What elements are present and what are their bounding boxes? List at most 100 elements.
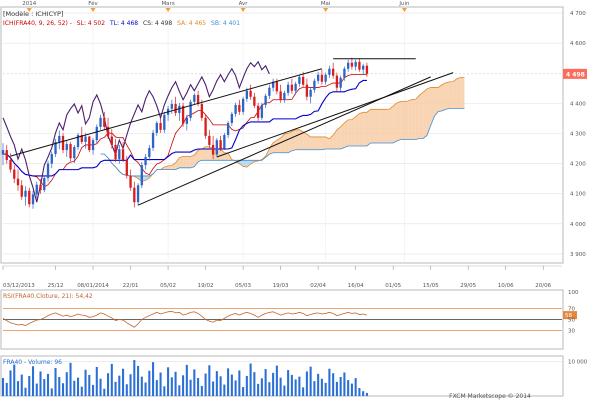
- last-price-label: 4 498: [566, 71, 585, 78]
- volume-bar: [347, 380, 349, 396]
- candle-body: [264, 96, 266, 105]
- volume-bar: [77, 378, 79, 396]
- candle-body: [148, 148, 150, 157]
- indicator-legend: ICH(FRA40, 9, 26, 52) - SL: 4 502 TL: 4 …: [3, 20, 240, 27]
- candle-body: [73, 147, 75, 158]
- y-tick-label: 4 100: [570, 192, 586, 198]
- volume-bar: [115, 382, 117, 396]
- volume-bar: [54, 368, 56, 396]
- candle-body: [133, 188, 135, 202]
- candle-body: [216, 140, 218, 154]
- volume-bar: [280, 378, 282, 396]
- candle-body: [309, 90, 311, 97]
- candle-body: [28, 191, 30, 205]
- candle-body: [189, 102, 191, 118]
- cloud-segment: [311, 137, 315, 150]
- volume-bar: [223, 385, 225, 396]
- candle-body: [332, 69, 334, 76]
- volume-bar: [2, 378, 4, 396]
- cloud-segment: [374, 109, 378, 143]
- volume-bar: [73, 381, 75, 396]
- candle-body: [336, 76, 338, 88]
- cloud-segment: [393, 103, 397, 143]
- cloud-segment: [363, 112, 367, 146]
- volume-bar: [306, 371, 308, 396]
- candle-body: [141, 165, 143, 185]
- candle-body: [39, 185, 41, 190]
- volume-bar: [137, 366, 139, 396]
- candle-body: [152, 133, 154, 148]
- cloud-segment: [356, 114, 360, 146]
- candle-body: [163, 115, 165, 130]
- candle-body: [21, 185, 23, 196]
- candle: [62, 133, 64, 153]
- volume-bar: [92, 385, 94, 396]
- candle-body: [58, 136, 60, 142]
- volume-bar: [208, 365, 210, 396]
- cloud-segment: [386, 109, 390, 143]
- volume-bar: [193, 369, 195, 396]
- candle-body: [324, 75, 326, 82]
- month-label: Fév: [88, 0, 98, 7]
- candle-body: [103, 118, 105, 127]
- candle-body: [362, 66, 364, 70]
- candle-body: [32, 194, 34, 204]
- candle-body: [358, 62, 360, 70]
- volume-bar: [9, 370, 11, 396]
- volume-bar: [272, 373, 274, 396]
- candle-body: [302, 77, 304, 85]
- candle: [204, 115, 206, 139]
- volume-bar: [171, 377, 173, 396]
- date-tick-label: 10/06: [498, 283, 514, 289]
- volume-bar: [340, 377, 342, 396]
- cloud-segment: [378, 109, 382, 143]
- volume-bar: [118, 376, 120, 396]
- date-tick-label: 16/04: [348, 283, 364, 289]
- candle-body: [84, 137, 86, 142]
- month-label: 2014: [22, 1, 36, 7]
- volume-bar: [253, 372, 255, 396]
- cloud-segment: [401, 101, 405, 139]
- y-tick-label: 4 400: [570, 101, 586, 107]
- volume-bar: [182, 375, 184, 396]
- y-tick-label: 4 600: [570, 41, 586, 47]
- cloud-segment: [303, 132, 307, 150]
- volume-bar: [197, 378, 199, 396]
- volume-bar: [175, 372, 177, 396]
- cloud-segment: [461, 77, 465, 108]
- volume-bar: [231, 375, 233, 396]
- candle-body: [114, 145, 116, 159]
- volume-bar: [39, 371, 41, 396]
- date-tick-label: 29/05: [460, 283, 476, 289]
- month-label: Mars: [161, 1, 174, 7]
- candle-body: [279, 91, 281, 99]
- candle-body: [62, 136, 64, 150]
- candle: [189, 100, 191, 121]
- candle-body: [276, 82, 278, 92]
- candle-body: [253, 97, 255, 106]
- candle-body: [6, 150, 8, 160]
- volume-bar: [268, 382, 270, 396]
- volume-bar: [51, 388, 53, 396]
- volume-bar: [242, 387, 244, 396]
- cloud-segment: [416, 95, 420, 139]
- candle: [137, 183, 139, 205]
- cloud-segment: [292, 130, 296, 151]
- candle-body: [283, 93, 285, 100]
- candle-body: [69, 144, 71, 158]
- cloud-segment: [352, 117, 356, 146]
- volume-bar: [186, 365, 188, 396]
- date-tick-label: 03/12/2013: [3, 283, 35, 289]
- candle-body: [313, 81, 315, 90]
- volume-bar: [32, 366, 34, 396]
- volume-bar: [205, 374, 207, 396]
- volume-bar: [291, 375, 293, 396]
- volume-bar: [28, 376, 30, 396]
- candle-body: [242, 99, 244, 112]
- candle-body: [298, 77, 300, 84]
- volume-bar: [58, 377, 60, 396]
- cloud-segment: [296, 130, 300, 150]
- candle-body: [17, 179, 19, 186]
- volume-bar: [257, 384, 259, 396]
